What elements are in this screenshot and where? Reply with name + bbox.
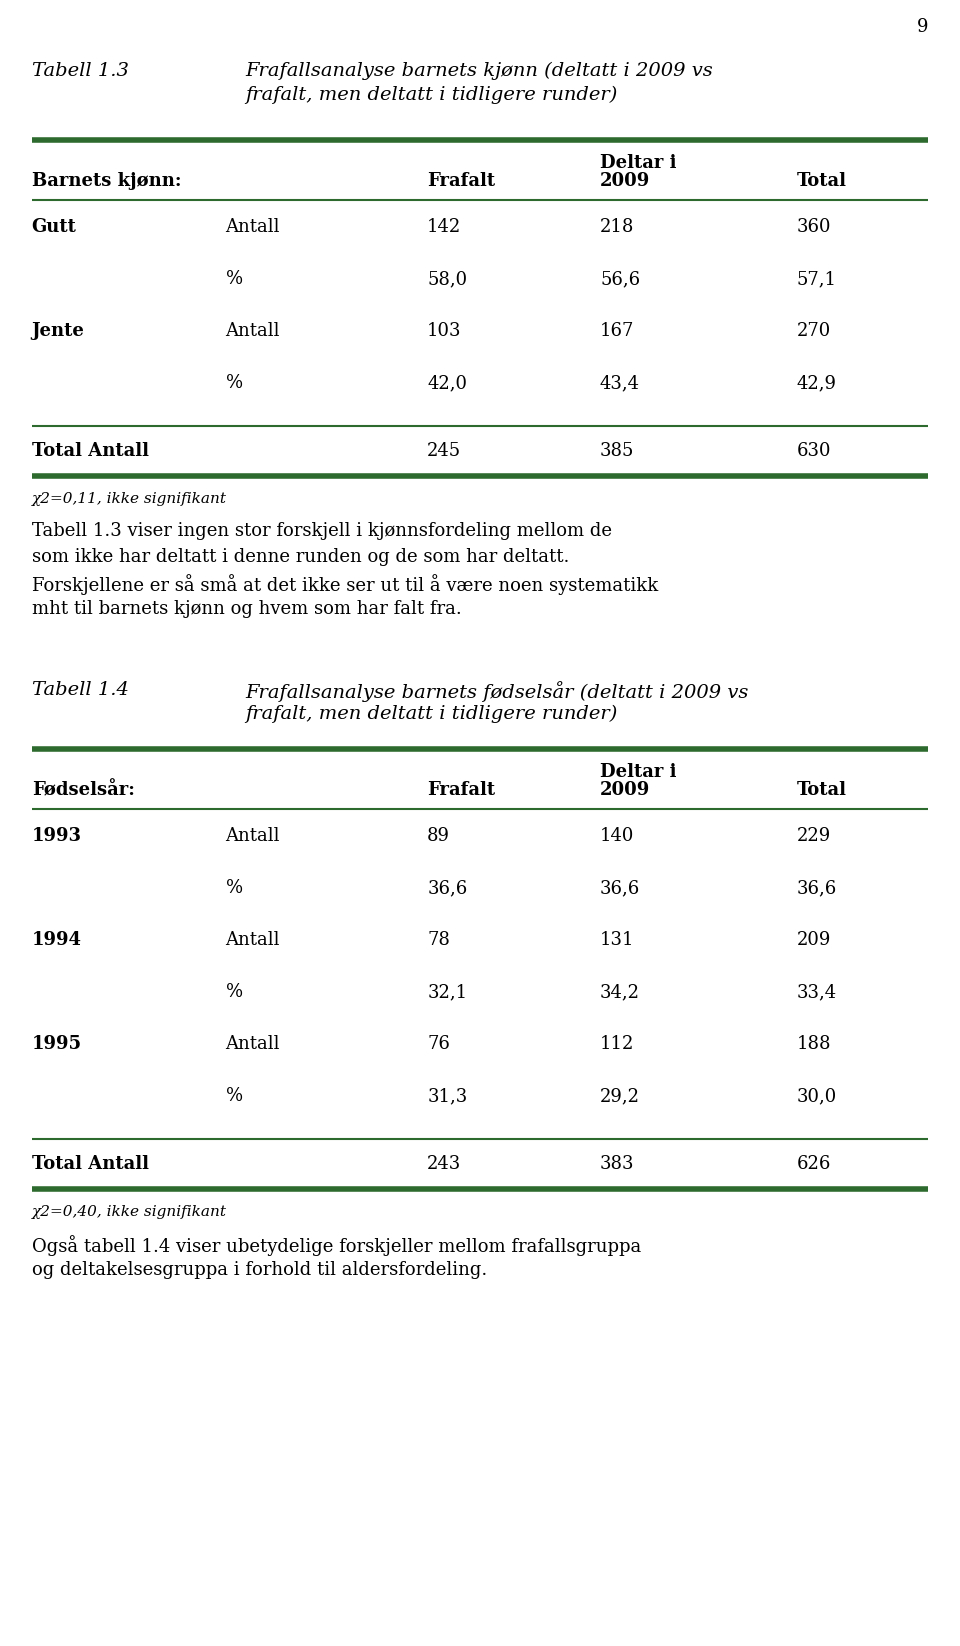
Text: χ2=0,11, ikke signifikant: χ2=0,11, ikke signifikant: [32, 492, 227, 505]
Text: Total: Total: [797, 780, 847, 798]
Text: Frafalt: Frafalt: [427, 780, 495, 798]
Text: 2009: 2009: [600, 780, 650, 798]
Text: 56,6: 56,6: [600, 270, 640, 288]
Text: χ2=0,40, ikke signifikant: χ2=0,40, ikke signifikant: [32, 1205, 227, 1220]
Text: 103: 103: [427, 323, 462, 341]
Text: 33,4: 33,4: [797, 983, 837, 1001]
Text: 1994: 1994: [32, 932, 82, 950]
Text: 42,0: 42,0: [427, 374, 468, 392]
Text: 142: 142: [427, 217, 462, 235]
Text: Total Antall: Total Antall: [32, 443, 149, 459]
Text: 218: 218: [600, 217, 635, 235]
Text: Tabell 1.3: Tabell 1.3: [32, 63, 129, 81]
Text: Frafallsanalyse barnets fødselsår (deltatt i 2009 vs: Frafallsanalyse barnets fødselsår (delta…: [246, 681, 749, 701]
Text: 630: 630: [797, 443, 831, 459]
Text: 36,6: 36,6: [797, 879, 837, 897]
Text: Antall: Antall: [226, 323, 280, 341]
Text: Forskjellene er så små at det ikke ser ut til å være noen systematikk: Forskjellene er så små at det ikke ser u…: [32, 574, 658, 594]
Text: 167: 167: [600, 323, 635, 341]
Text: 188: 188: [797, 1035, 831, 1053]
Text: %: %: [226, 1086, 243, 1104]
Text: 270: 270: [797, 323, 831, 341]
Text: Frafalt: Frafalt: [427, 171, 495, 189]
Text: Antall: Antall: [226, 217, 280, 235]
Text: mht til barnets kjønn og hvem som har falt fra.: mht til barnets kjønn og hvem som har fa…: [32, 601, 462, 617]
Text: frafalt, men deltatt i tidligere runder): frafalt, men deltatt i tidligere runder): [246, 86, 618, 104]
Text: Total: Total: [797, 171, 847, 189]
Text: Deltar i: Deltar i: [600, 764, 677, 780]
Text: Antall: Antall: [226, 826, 280, 844]
Text: %: %: [226, 879, 243, 897]
Text: 34,2: 34,2: [600, 983, 640, 1001]
Text: 360: 360: [797, 217, 831, 235]
Text: 36,6: 36,6: [427, 879, 468, 897]
Text: Total Antall: Total Antall: [32, 1155, 149, 1174]
Text: 36,6: 36,6: [600, 879, 640, 897]
Text: Antall: Antall: [226, 932, 280, 950]
Text: 57,1: 57,1: [797, 270, 837, 288]
Text: 383: 383: [600, 1155, 635, 1174]
Text: 229: 229: [797, 826, 831, 844]
Text: 30,0: 30,0: [797, 1086, 837, 1104]
Text: 58,0: 58,0: [427, 270, 468, 288]
Text: 209: 209: [797, 932, 831, 950]
Text: Tabell 1.3 viser ingen stor forskjell i kjønnsfordeling mellom de: Tabell 1.3 viser ingen stor forskjell i …: [32, 522, 612, 540]
Text: 2009: 2009: [600, 171, 650, 189]
Text: 131: 131: [600, 932, 635, 950]
Text: Barnets kjønn:: Barnets kjønn:: [32, 171, 181, 189]
Text: 31,3: 31,3: [427, 1086, 468, 1104]
Text: 43,4: 43,4: [600, 374, 640, 392]
Text: og deltakelsesgruppa i forhold til aldersfordeling.: og deltakelsesgruppa i forhold til alder…: [32, 1261, 487, 1279]
Text: frafalt, men deltatt i tidligere runder): frafalt, men deltatt i tidligere runder): [246, 704, 618, 723]
Text: 9: 9: [917, 18, 928, 36]
Text: %: %: [226, 270, 243, 288]
Text: 626: 626: [797, 1155, 831, 1174]
Text: 112: 112: [600, 1035, 635, 1053]
Text: Deltar i: Deltar i: [600, 155, 677, 171]
Text: som ikke har deltatt i denne runden og de som har deltatt.: som ikke har deltatt i denne runden og d…: [32, 548, 569, 566]
Text: %: %: [226, 983, 243, 1001]
Text: 1995: 1995: [32, 1035, 82, 1053]
Text: %: %: [226, 374, 243, 392]
Text: Tabell 1.4: Tabell 1.4: [32, 681, 129, 700]
Text: 140: 140: [600, 826, 635, 844]
Text: Også tabell 1.4 viser ubetydelige forskjeller mellom frafallsgruppa: Også tabell 1.4 viser ubetydelige forskj…: [32, 1234, 641, 1256]
Text: 29,2: 29,2: [600, 1086, 640, 1104]
Text: Jente: Jente: [32, 323, 84, 341]
Text: 1993: 1993: [32, 826, 82, 844]
Text: 78: 78: [427, 932, 450, 950]
Text: Fødselsår:: Fødselsår:: [32, 780, 134, 798]
Text: 245: 245: [427, 443, 462, 459]
Text: Frafallsanalyse barnets kjønn (deltatt i 2009 vs: Frafallsanalyse barnets kjønn (deltatt i…: [246, 63, 713, 81]
Text: Gutt: Gutt: [32, 217, 77, 235]
Text: Antall: Antall: [226, 1035, 280, 1053]
Text: 243: 243: [427, 1155, 462, 1174]
Text: 385: 385: [600, 443, 635, 459]
Text: 42,9: 42,9: [797, 374, 837, 392]
Text: 76: 76: [427, 1035, 450, 1053]
Text: 32,1: 32,1: [427, 983, 468, 1001]
Text: 89: 89: [427, 826, 450, 844]
